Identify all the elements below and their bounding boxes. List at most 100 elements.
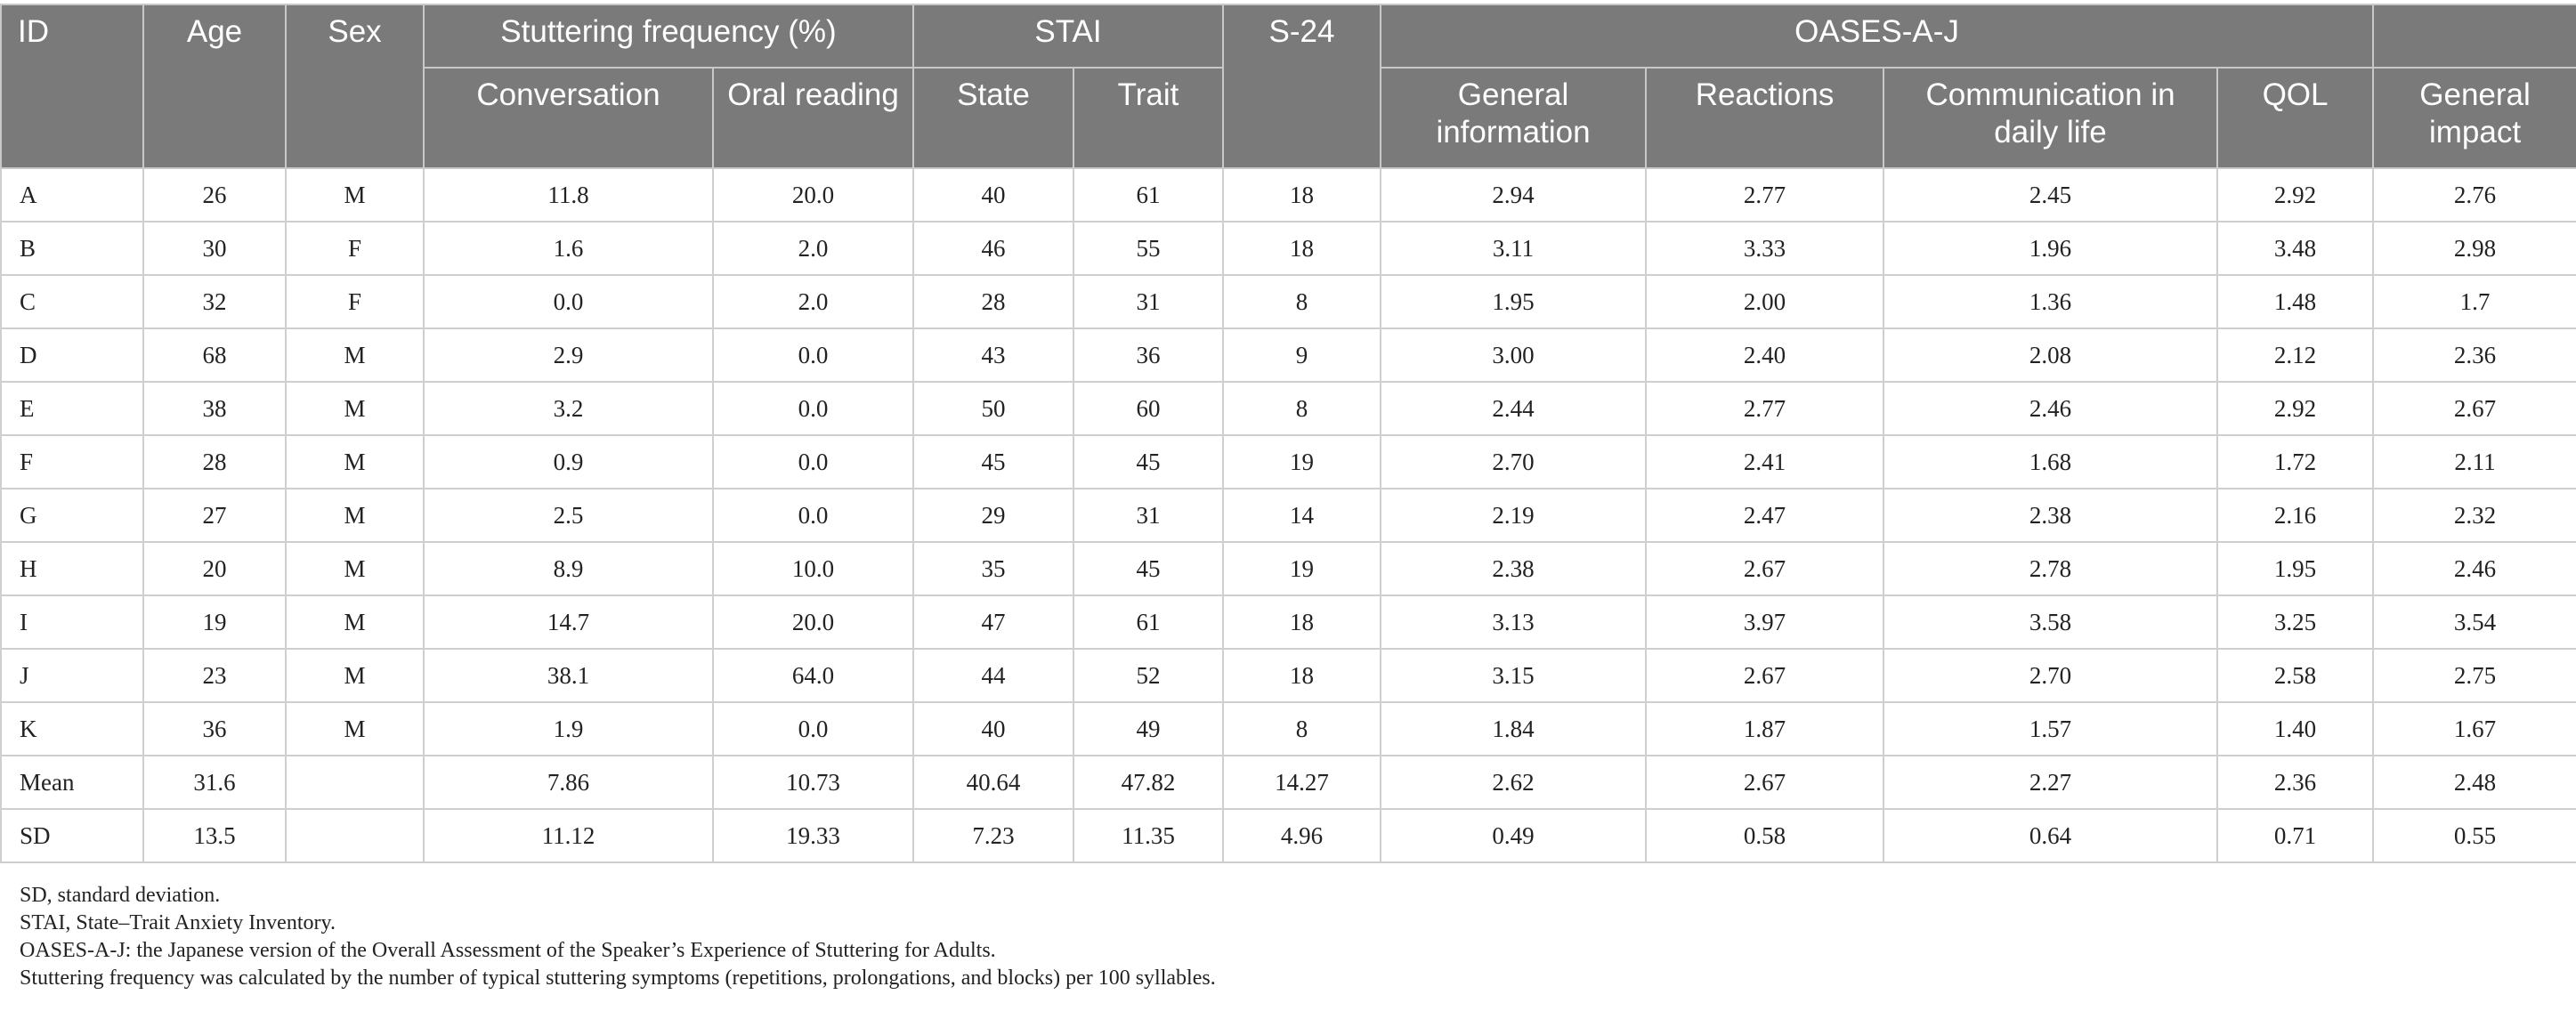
table-cell: 36 [142,701,287,756]
table-cell: 49 [1072,701,1225,756]
table-cell: 8.9 [423,541,714,596]
table-cell: 0.0 [712,434,914,489]
table-cell: 19 [142,594,287,650]
table-cell: 3.97 [1645,594,1885,650]
table-cell: SD [0,808,144,863]
table-cell: 8 [1222,381,1382,436]
table-cell: 52 [1072,648,1225,703]
table-cell: 3.48 [2216,221,2375,276]
table-cell: 45 [1072,541,1225,596]
table-cell: G [0,488,144,543]
table-cell: 0.0 [712,488,914,543]
table-row: E 38 M 3.2 0.0 50 60 8 2.44 2.77 2.46 2.92 2.67 [0,381,2576,436]
table-footnotes: SD, standard deviation. STAI, State–Trait… [20,882,1216,992]
table-cell: M [285,167,425,222]
header-conversation: Conversation [423,67,714,169]
table-cell: 61 [1072,167,1225,222]
table-cell: 3.58 [1883,594,2219,650]
table-cell: M [285,701,425,756]
header-trait: Trait [1072,67,1225,169]
table-row: J 23 M 38.1 64.0 44 52 18 3.15 2.67 2.70 2.58 2.75 [0,648,2576,703]
table-cell: F [285,274,425,329]
table-cell: 20 [142,541,287,596]
table-cell: 1.9 [423,701,714,756]
table-cell: M [285,594,425,650]
table-row: H 20 M 8.9 10.0 35 45 19 2.38 2.67 2.78 1.95 2.46 [0,541,2576,596]
table-cell: 10.73 [712,755,914,810]
table-row: G 27 M 2.5 0.0 29 31 14 2.19 2.47 2.38 2.16 2.32 [0,488,2576,543]
table-cell: 2.38 [1380,541,1648,596]
table-cell: 18 [1222,594,1382,650]
table-cell: 31.6 [142,755,287,810]
table-cell: 0.0 [712,381,914,436]
table-cell: 64.0 [712,648,914,703]
table-cell: 45 [1072,434,1225,489]
table-cell: 2.77 [1645,381,1885,436]
table-cell: 2.78 [1883,541,2219,596]
table-row: D 68 M 2.9 0.0 43 36 9 3.00 2.40 2.08 2.12 2.36 [0,328,2576,383]
table-cell: 19 [1222,434,1382,489]
footnote: SD, standard deviation. [20,884,221,907]
table-cell: H [0,541,144,596]
table-cell: 14.27 [1222,755,1382,810]
footnote: STAI, State–Trait Anxiety Inventory. [20,911,336,934]
table-cell: 0.9 [423,434,714,489]
header-communication: Communication in daily life [1883,67,2219,169]
table-row: B 30 F 1.6 2.0 46 55 18 3.11 3.33 1.96 3.48 2.98 [0,221,2576,276]
header-s24: S-24 [1222,4,1382,169]
table-cell: 3.15 [1380,648,1648,703]
table-cell: 1.84 [1380,701,1648,756]
table-cell: 0.64 [1883,808,2219,863]
table-cell: 1.7 [2372,274,2576,329]
header-empty-cell [2372,4,2576,69]
table-cell: M [285,541,425,596]
table-cell: 11.8 [423,167,714,222]
table-cell: 32 [142,274,287,329]
table-cell: 38.1 [423,648,714,703]
table-cell: 1.67 [2372,701,2576,756]
table-cell: 2.46 [1883,381,2219,436]
table-row: SD 13.5 11.12 19.33 7.23 11.35 4.96 0.49 0.58 0.6… [0,808,2576,863]
table-cell: I [0,594,144,650]
table-cell: E [0,381,144,436]
table-cell: 3.33 [1645,221,1885,276]
table-row: A 26 M 11.8 20.0 40 61 18 2.94 2.77 2.45 2.92 2.76 [0,167,2576,222]
table-cell: 50 [912,381,1074,436]
table-cell: 20.0 [712,167,914,222]
table-cell: 2.92 [2216,381,2375,436]
table-cell: 19 [1222,541,1382,596]
table-cell [285,755,425,810]
table-cell: 1.68 [1883,434,2219,489]
table-cell: 18 [1222,221,1382,276]
table-cell: 2.0 [712,221,914,276]
table-cell: M [285,648,425,703]
table-cell [285,808,425,863]
table-cell: 13.5 [142,808,287,863]
header-qol: QOL [2216,67,2375,169]
table-cell: 2.48 [2372,755,2576,810]
table-cell: 2.32 [2372,488,2576,543]
header-sex: Sex [285,4,425,169]
table-cell: B [0,221,144,276]
table-cell: 18 [1222,648,1382,703]
table-cell: 2.76 [2372,167,2576,222]
table-cell: 2.11 [2372,434,2576,489]
table-cell: 0.71 [2216,808,2375,863]
table-cell: 1.36 [1883,274,2219,329]
table-cell: J [0,648,144,703]
table-cell: 2.70 [1380,434,1648,489]
table-cell: 68 [142,328,287,383]
table-cell: D [0,328,144,383]
table-cell: 2.44 [1380,381,1648,436]
header-general-information: General information [1380,67,1648,169]
table-cell: 3.13 [1380,594,1648,650]
table-cell: 2.38 [1883,488,2219,543]
table-row: I 19 M 14.7 20.0 47 61 18 3.13 3.97 3.58 3.25 3.54 [0,594,2576,650]
table-cell: 2.62 [1380,755,1648,810]
header-state: State [912,67,1074,169]
footnote: Stuttering frequency was calculated by t… [20,966,1216,990]
table-cell: 1.48 [2216,274,2375,329]
table-cell: 30 [142,221,287,276]
table-cell: 45 [912,434,1074,489]
table-row: Mean 31.6 7.86 10.73 40.64 47.82 14.27 2.62 2.67… [0,755,2576,810]
